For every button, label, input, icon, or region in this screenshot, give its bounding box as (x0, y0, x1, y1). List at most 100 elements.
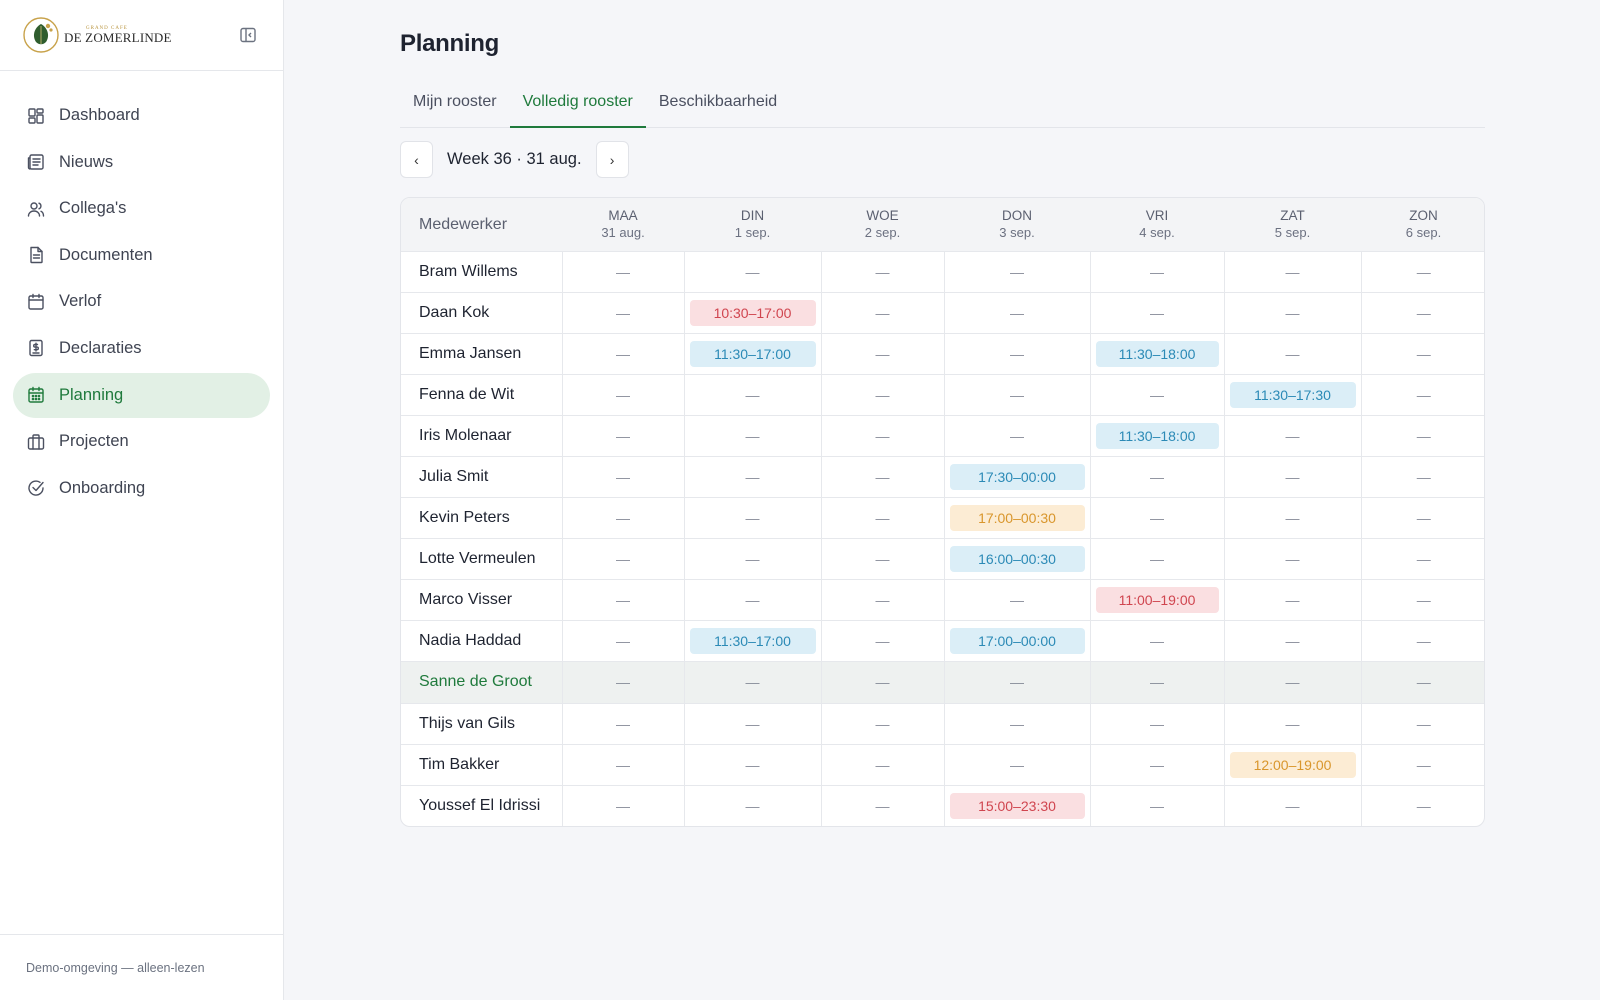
shift-badge[interactable]: 11:30–17:30 (1229, 381, 1356, 408)
empty-cell: — (820, 538, 944, 580)
table-row[interactable]: Lotte Vermeulen — — —16:00–00:30— — — (401, 538, 1484, 580)
tab-volledig-rooster[interactable]: Volledig rooster (509, 88, 646, 128)
empty-cell: — (1360, 743, 1484, 786)
table-row[interactable]: Thijs van Gils — — — — — — — (401, 702, 1484, 745)
shift-cell[interactable]: 16:00–00:30 (943, 538, 1090, 580)
shift-cell[interactable]: 11:30–17:30 (1223, 373, 1361, 416)
shift-badge[interactable]: 12:00–19:00 (1229, 751, 1356, 778)
linden-leaf-logo-icon (23, 17, 59, 53)
empty-cell: — (820, 373, 944, 416)
sidebar-item-verlof[interactable]: Verlof (13, 279, 270, 324)
employee-name: Fenna de Wit (401, 373, 562, 416)
sidebar-header: GRAND CAFE DE ZOMERLINDE (0, 0, 283, 71)
shift-cell[interactable]: 10:30–17:00 (683, 291, 821, 334)
empty-cell: — (561, 291, 684, 334)
shift-cell[interactable]: 11:30–18:00 (1089, 332, 1224, 375)
shift-cell[interactable]: 15:00–23:30 (943, 784, 1090, 827)
empty-cell: — (683, 250, 821, 293)
table-row[interactable]: Marco Visser — — — —11:00–19:00— — (401, 579, 1484, 621)
shift-cell[interactable]: 17:00–00:00 (943, 620, 1090, 662)
empty-cell: — (1089, 743, 1224, 786)
empty-cell: — (1089, 620, 1224, 662)
tab-mijn-rooster[interactable]: Mijn rooster (413, 93, 497, 110)
shift-cell[interactable]: 17:30–00:00 (943, 455, 1090, 498)
empty-cell: — (561, 373, 684, 416)
empty-cell: — (1360, 620, 1484, 662)
employee-name: Emma Jansen (401, 332, 562, 375)
sidebar-item-label: Projecten (59, 432, 129, 451)
logo-name: DE ZOMERLINDE (64, 30, 172, 45)
shift-badge[interactable]: 11:30–18:00 (1095, 422, 1219, 449)
day-column-header: DIN 1 sep. (684, 198, 821, 251)
table-row[interactable]: Kevin Peters — — —17:00–00:30— — — (401, 497, 1484, 539)
shift-badge[interactable]: 17:00–00:00 (949, 628, 1085, 655)
empty-cell: — (1223, 497, 1361, 539)
shift-badge[interactable]: 17:30–00:00 (949, 464, 1085, 491)
sidebar-item-label: Declaraties (59, 338, 142, 357)
empty-cell: — (1223, 332, 1361, 375)
table-row[interactable]: Julia Smit — — —17:30–00:00— — — (401, 455, 1484, 498)
shift-badge[interactable]: 11:30–18:00 (1095, 340, 1219, 367)
empty-cell: — (1360, 332, 1484, 375)
day-name: ZON (1409, 208, 1438, 224)
week-navigator: ‹ Week 36 · 31 aug. › (400, 141, 629, 178)
sidebar-collapse-icon[interactable] (239, 26, 257, 44)
employee-name: Iris Molenaar (401, 414, 562, 457)
previous-week-button[interactable]: ‹ (400, 141, 433, 178)
sidebar-item-nieuws[interactable]: Nieuws (13, 140, 270, 185)
shift-badge[interactable]: 17:00–00:30 (949, 505, 1085, 532)
table-row[interactable]: Sanne de Groot — — — — — — — (401, 661, 1484, 704)
table-row[interactable]: Tim Bakker — — — — —12:00–19:00— (401, 743, 1484, 786)
shift-cell[interactable]: 11:00–19:00 (1089, 579, 1224, 621)
empty-cell: — (820, 332, 944, 375)
sidebar-item-collega-s[interactable]: Collega's (13, 186, 270, 231)
schedule-table: Medewerker MAA 31 aug. DIN 1 sep. WOE 2 sep. D… (400, 197, 1485, 828)
tab-beschikbaarheid[interactable]: Beschikbaarheid (658, 93, 778, 110)
shift-cell[interactable]: 11:30–18:00 (1089, 414, 1224, 457)
shift-cell[interactable]: 12:00–19:00 (1223, 743, 1361, 786)
table-row[interactable]: Youssef El Idrissi — — —15:00–23:30— — — (401, 784, 1484, 827)
sidebar-item-planning[interactable]: Planning (13, 372, 270, 418)
empty-cell: — (1360, 455, 1484, 498)
demo-notice: Demo-omgeving — alleen-lezen (26, 960, 205, 975)
shift-cell[interactable]: 17:00–00:30 (943, 497, 1090, 539)
day-name: WOE (866, 208, 899, 224)
employee-column-header: Medewerker (419, 215, 508, 233)
table-row[interactable]: Daan Kok —10:30–17:00— — — — — (401, 291, 1484, 334)
day-name: DON (1002, 208, 1032, 224)
shift-badge[interactable]: 10:30–17:00 (689, 299, 816, 326)
empty-cell: — (1360, 538, 1484, 580)
next-week-button[interactable]: › (595, 141, 629, 178)
sidebar-item-projecten[interactable]: Projecten (13, 419, 270, 464)
sidebar-item-label: Verlof (59, 292, 102, 311)
shift-badge[interactable]: 11:00–19:00 (1095, 587, 1219, 614)
shift-cell[interactable]: 11:30–17:00 (683, 332, 821, 375)
empty-cell: — (1089, 291, 1224, 334)
shift-badge[interactable]: 15:00–23:30 (949, 793, 1085, 820)
empty-cell: — (561, 702, 684, 745)
empty-cell: — (683, 743, 821, 786)
sidebar-item-dashboard[interactable]: Dashboard (13, 93, 270, 138)
empty-cell: — (1360, 291, 1484, 334)
shift-cell[interactable]: 11:30–17:00 (683, 620, 821, 662)
empty-cell: — (820, 497, 944, 539)
table-row[interactable]: Nadia Haddad —11:30–17:00—17:00–00:00— — — (401, 620, 1484, 662)
sidebar-item-documenten[interactable]: Documenten (13, 233, 270, 278)
empty-cell: — (561, 538, 684, 580)
employee-name: Tim Bakker (401, 743, 562, 786)
table-row[interactable]: Emma Jansen —11:30–17:00— —11:30–18:00— — (401, 332, 1484, 375)
empty-cell: — (1089, 497, 1224, 539)
shift-badge[interactable]: 11:30–17:00 (689, 340, 816, 367)
sidebar-item-onboarding[interactable]: Onboarding (13, 466, 270, 511)
shift-badge[interactable]: 16:00–00:30 (949, 546, 1085, 573)
sidebar-item-declaraties[interactable]: Declaraties (13, 326, 270, 371)
empty-cell: — (820, 579, 944, 621)
shift-badge[interactable]: 11:30–17:00 (689, 628, 816, 655)
table-row[interactable]: Iris Molenaar — — — —11:30–18:00— — (401, 414, 1484, 457)
empty-cell: — (943, 250, 1090, 293)
logo[interactable]: GRAND CAFE DE ZOMERLINDE (22, 16, 172, 54)
table-row[interactable]: Bram Willems — — — — — — — (401, 250, 1484, 293)
day-date: 3 sep. (999, 225, 1035, 241)
table-row[interactable]: Fenna de Wit — — — — —11:30–17:30— (401, 373, 1484, 416)
day-date: 31 aug. (601, 225, 645, 241)
